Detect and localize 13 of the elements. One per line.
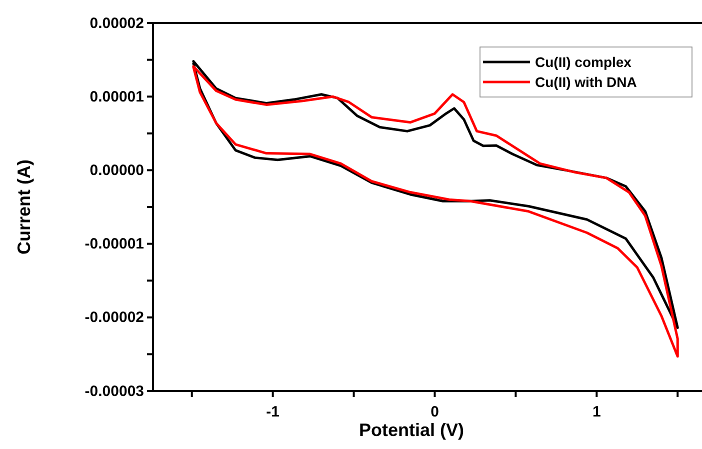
x-axis-title: Potential (V)	[358, 420, 464, 440]
y-tick-label: 0.00001	[90, 88, 144, 106]
y-tick-label: 0.00000	[90, 162, 144, 179]
legend-label: Cu(II) complex	[535, 54, 632, 70]
y-tick-label: -0.00003	[84, 382, 144, 400]
x-tick-label: 0	[430, 404, 439, 420]
y-tick-label: -0.00002	[84, 309, 144, 326]
x-tick-label: -1	[266, 404, 280, 420]
legend-label: Cu(II) with DNA	[535, 74, 637, 90]
x-tick-label: 1	[592, 404, 601, 420]
y-tick-label: 0.00002	[90, 14, 144, 32]
y-axis-title: Current (A)	[14, 160, 34, 254]
y-tick-label: -0.00001	[84, 236, 144, 253]
